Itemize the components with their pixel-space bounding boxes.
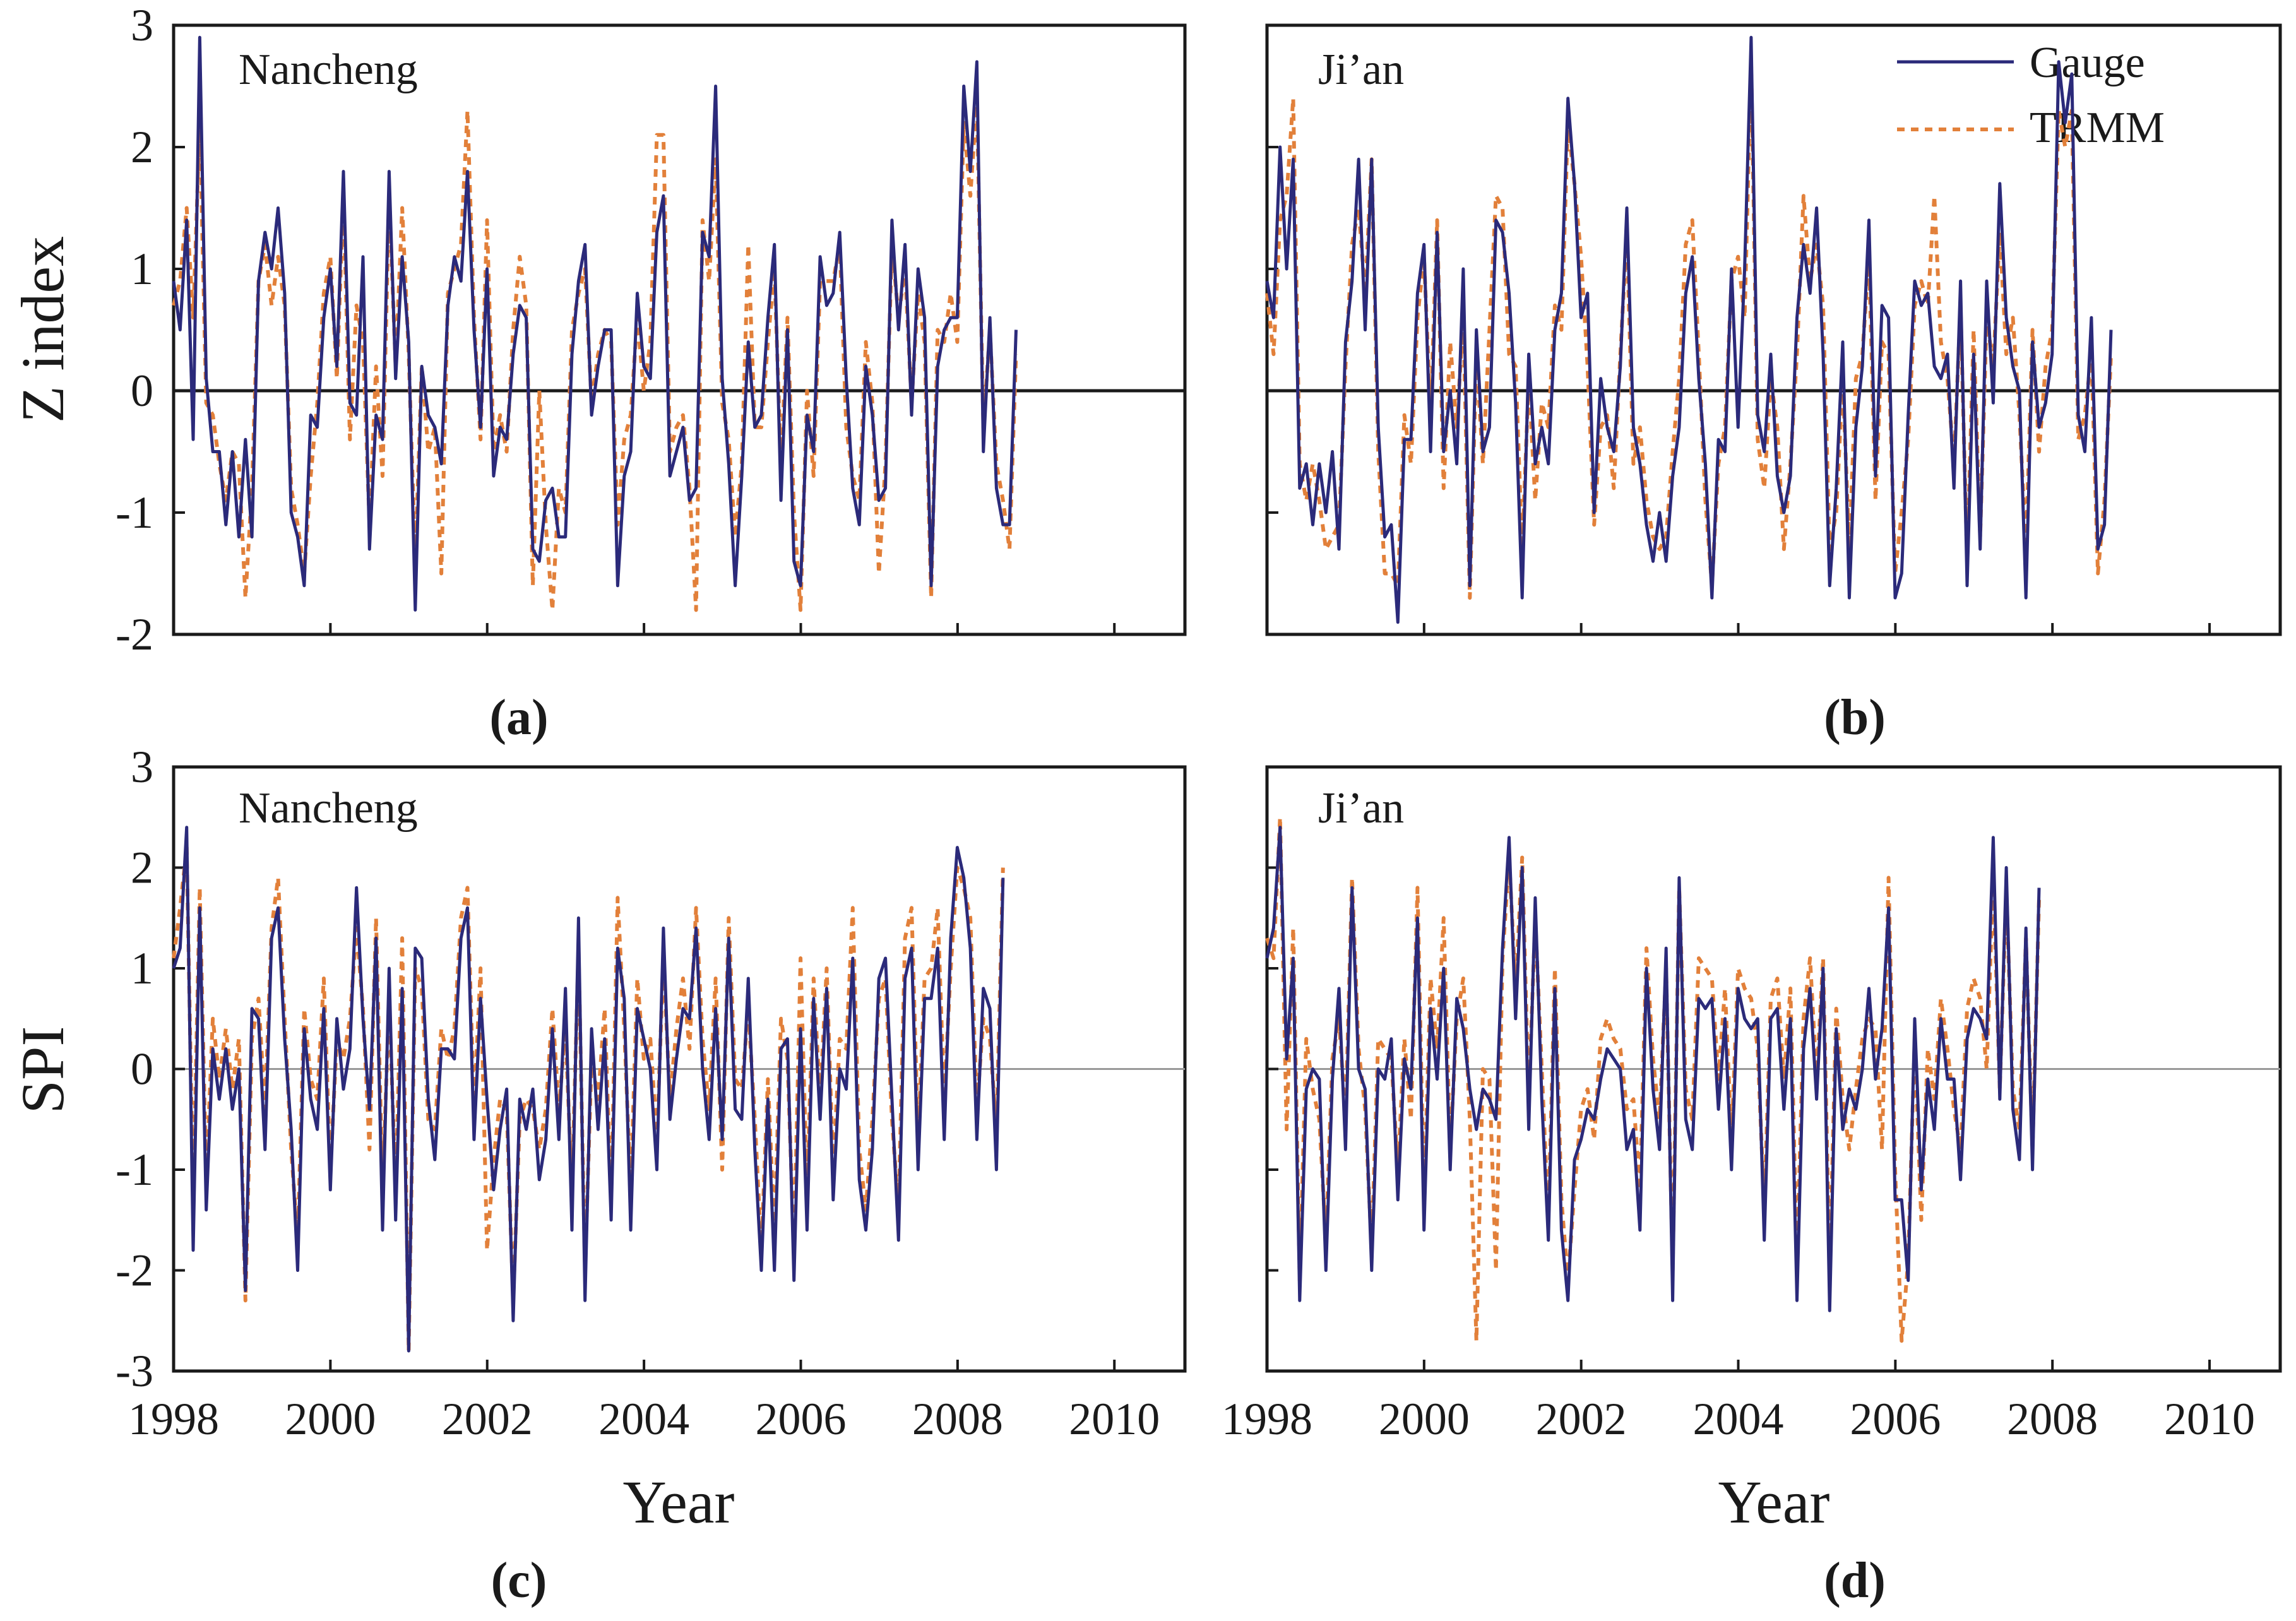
panel-c-xtick-label: 2010 bbox=[1069, 1394, 1160, 1444]
panel-d-label: (d) bbox=[1824, 1553, 1886, 1608]
panel-c-label: (c) bbox=[491, 1553, 547, 1608]
panel-b: Ji’an (b) Gauge TRMM bbox=[1265, 23, 2282, 745]
panel-d-xtick-label: 2008 bbox=[2007, 1394, 2098, 1444]
panel-b-series-gauge bbox=[1265, 35, 2113, 624]
panel-c-xtick-label: 1998 bbox=[128, 1394, 219, 1444]
panel-b-station: Ji’an bbox=[1318, 45, 1404, 94]
panel-c-ytick-label: 3 bbox=[131, 742, 153, 792]
panel-d-xtick-label: 2006 bbox=[1850, 1394, 1941, 1444]
panel-a-ytick-label: 0 bbox=[131, 365, 153, 416]
panel-c-ytick-label: 1 bbox=[131, 943, 153, 994]
panel-c-xlabel: Year bbox=[623, 1468, 735, 1536]
panel-c-series-trmm bbox=[172, 845, 1005, 1353]
panel-c-ytick-label: -1 bbox=[116, 1144, 153, 1195]
panel-c-xtick-label: 2008 bbox=[912, 1394, 1003, 1444]
panel-b-frame bbox=[1265, 23, 2282, 636]
panel-c-xtick-label: 2000 bbox=[285, 1394, 376, 1444]
panel-d-series-trmm bbox=[1265, 815, 2041, 1343]
panel-a-ytick-label: -1 bbox=[116, 487, 153, 538]
panel-c-ylabel: SPI bbox=[9, 1026, 76, 1114]
panel-a-label: (a) bbox=[489, 690, 548, 745]
panel-a-ytick-label: -2 bbox=[116, 609, 153, 660]
panel-a-ytick-label: 1 bbox=[131, 244, 153, 294]
panel-c-xtick-label: 2002 bbox=[442, 1394, 533, 1444]
panel-c-ytick-label: -2 bbox=[116, 1245, 153, 1296]
legend: Gauge TRMM bbox=[1897, 39, 2165, 152]
panel-a-ytick-label: 3 bbox=[131, 0, 153, 50]
panel-c-ytick-label: -3 bbox=[116, 1346, 153, 1396]
panel-d-xtick-label: 2002 bbox=[1536, 1394, 1627, 1444]
panel-d-xtick-label: 1998 bbox=[1222, 1394, 1312, 1444]
panel-c-station: Nancheng bbox=[239, 784, 418, 833]
legend-gauge-label: Gauge bbox=[2030, 39, 2145, 87]
panel-a-station: Nancheng bbox=[239, 45, 418, 94]
panel-a-ytick-label: 2 bbox=[131, 122, 153, 172]
panel-a-ylabel: Z index bbox=[9, 236, 76, 423]
panel-c-ytick-label: 2 bbox=[131, 843, 153, 893]
panel-c-series-gauge bbox=[172, 826, 1005, 1353]
panel-a-series-gauge bbox=[172, 35, 1018, 612]
panel-a-frame bbox=[172, 23, 1187, 636]
panel-a: Nancheng Z index (a) -2 -1 0 1 2 3 bbox=[9, 0, 1187, 745]
panel-d-xtick-label: 2000 bbox=[1379, 1394, 1470, 1444]
panel-c-ytick-label: 0 bbox=[131, 1044, 153, 1095]
legend-trmm-label: TRMM bbox=[2030, 104, 2165, 152]
panel-c-xtick-label: 2006 bbox=[755, 1394, 846, 1444]
panel-b-label: (b) bbox=[1824, 690, 1886, 745]
panel-d-xtick-label: 2010 bbox=[2164, 1394, 2255, 1444]
panel-d-xtick-label: 2004 bbox=[1693, 1394, 1784, 1444]
panel-d-xlabel: Year bbox=[1718, 1468, 1830, 1536]
panel-d: Ji’an Year (d) 1998 2000 2002 2004 2006 2008 2… bbox=[1222, 765, 2282, 1608]
panel-d-series-gauge bbox=[1265, 826, 2041, 1312]
panel-d-station: Ji’an bbox=[1318, 784, 1404, 833]
panel-c: Nancheng SPI Year (c) -3 -2 -1 0 1 2 3 1998 2000… bbox=[9, 742, 1187, 1608]
panel-c-xtick-label: 2004 bbox=[598, 1394, 689, 1444]
panel-a-series-trmm bbox=[172, 96, 1018, 612]
